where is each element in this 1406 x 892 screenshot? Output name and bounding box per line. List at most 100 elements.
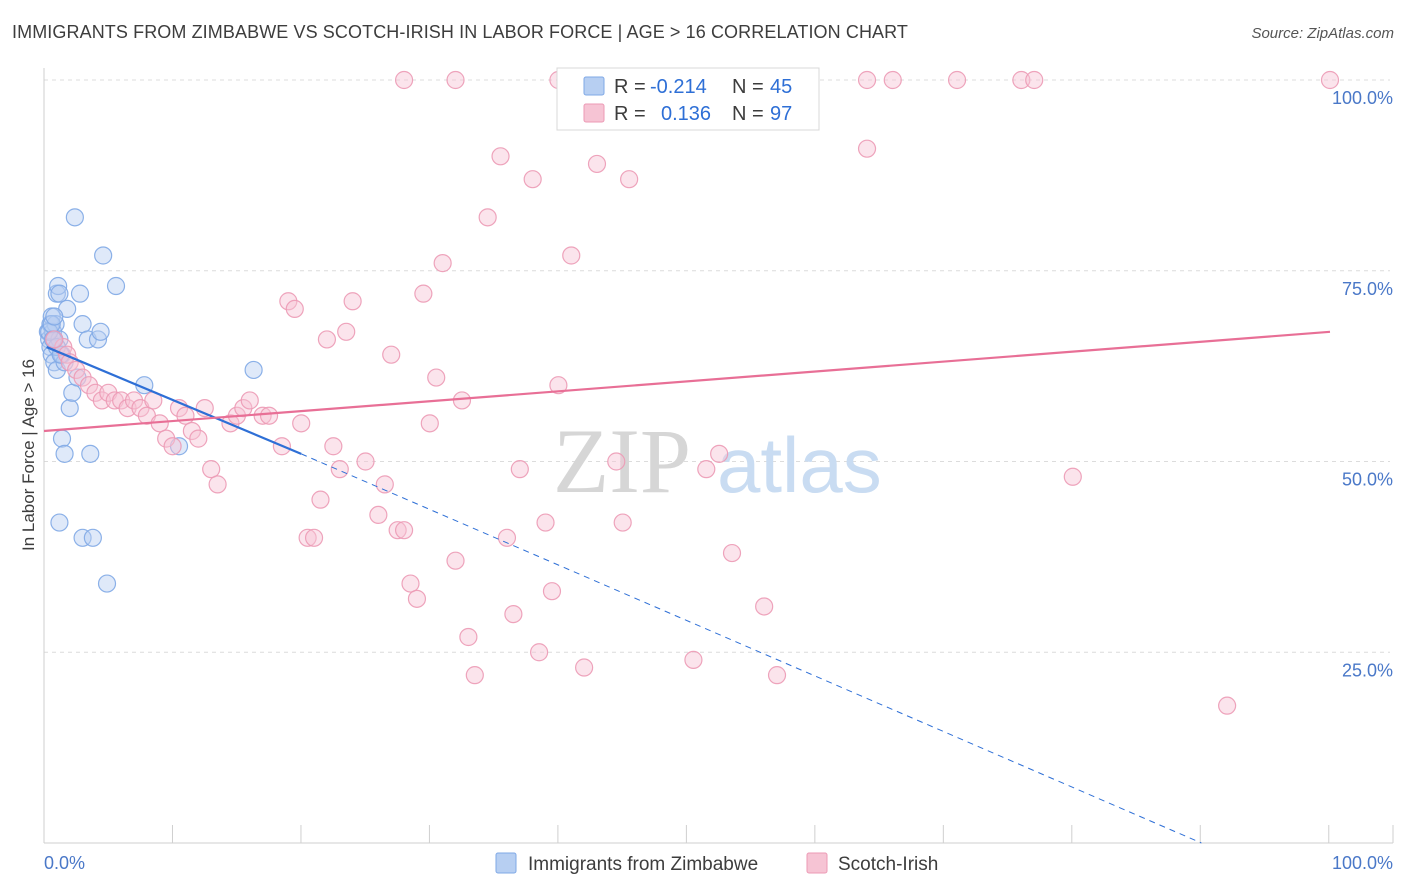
point-scotch-irish <box>414 284 433 303</box>
point-scotch-irish <box>189 429 208 448</box>
point-zimbabwe <box>55 444 74 463</box>
point-scotch-irish <box>549 376 568 395</box>
point-scotch-irish <box>575 658 594 677</box>
data-points <box>38 70 1340 715</box>
trendline-zimbabwe <box>46 346 302 455</box>
trendline-zimbabwe-extension <box>301 453 1202 844</box>
point-scotch-irish <box>112 391 131 410</box>
point-scotch-irish <box>562 246 581 265</box>
tick-labels: 25.0% 50.0% 75.0% 100.0% 0.0% 100.0% <box>44 88 1393 873</box>
point-scotch-irish <box>259 406 279 425</box>
gridlines <box>44 79 1390 653</box>
point-scotch-irish <box>1063 467 1082 486</box>
point-scotch-irish <box>388 521 407 540</box>
point-scotch-irish <box>607 452 626 471</box>
point-scotch-irish <box>542 582 562 601</box>
stats-n-label: N = <box>732 103 764 125</box>
point-zimbabwe <box>94 246 113 265</box>
point-zimbabwe <box>45 307 64 326</box>
legend-label-scotch-irish: Scotch-Irish <box>838 854 938 875</box>
x-tick-label: 100.0% <box>1332 853 1393 873</box>
stats-r-label: R = <box>614 76 646 98</box>
point-scotch-irish <box>478 208 497 227</box>
axes <box>43 68 1394 844</box>
point-zimbabwe <box>60 398 79 418</box>
point-scotch-irish <box>947 70 967 90</box>
legend: Immigrants from Zimbabwe Scotch-Irish <box>495 852 938 875</box>
point-scotch-irish <box>279 292 298 311</box>
point-scotch-irish <box>755 597 774 616</box>
point-scotch-irish <box>684 650 703 669</box>
point-scotch-irish <box>369 505 388 525</box>
y-tick-label: 100.0% <box>1332 88 1393 108</box>
legend-label-zimbabwe: Immigrants from Zimbabwe <box>528 854 758 875</box>
point-scotch-irish <box>285 299 304 318</box>
point-zimbabwe <box>65 208 84 227</box>
point-scotch-irish <box>407 589 427 608</box>
chart-title: IMMIGRANTS FROM ZIMBABWE VS SCOTCH-IRISH… <box>12 22 909 42</box>
point-scotch-irish <box>883 70 902 90</box>
y-tick-label: 50.0% <box>1342 470 1393 490</box>
point-scotch-irish <box>118 398 137 418</box>
point-scotch-irish <box>497 528 517 547</box>
trend-lines <box>43 330 1331 844</box>
legend-swatch-zimbabwe <box>495 852 517 874</box>
y-tick-label: 75.0% <box>1342 279 1393 299</box>
point-scotch-irish <box>1218 696 1237 715</box>
point-zimbabwe <box>52 429 72 448</box>
point-scotch-irish <box>67 360 86 380</box>
point-scotch-irish <box>124 391 144 410</box>
point-scotch-irish <box>587 154 607 174</box>
point-zimbabwe <box>63 383 82 402</box>
point-scotch-irish <box>182 421 201 441</box>
point-scotch-irish <box>1025 70 1044 90</box>
point-scotch-irish <box>433 254 452 273</box>
point-scotch-irish <box>356 452 375 471</box>
point-scotch-irish <box>697 460 716 479</box>
y-tick-label: 25.0% <box>1342 660 1393 680</box>
point-scotch-irish <box>523 170 542 189</box>
point-zimbabwe <box>244 360 263 380</box>
y-axis-title: In Labor Force | Age > 16 <box>19 359 38 551</box>
point-scotch-irish <box>510 460 529 479</box>
stats-box: R = -0.214 N = 45 R = 0.136 N = 97 <box>556 67 820 131</box>
point-scotch-irish <box>857 70 877 90</box>
point-scotch-irish <box>337 322 356 341</box>
point-scotch-irish <box>86 383 105 402</box>
point-scotch-irish <box>176 406 195 425</box>
point-scotch-irish <box>452 391 472 410</box>
point-scotch-irish <box>465 666 484 685</box>
point-zimbabwe <box>91 322 110 341</box>
point-scotch-irish <box>382 345 401 364</box>
legend-swatch-scotch-irish <box>806 852 828 874</box>
point-scotch-irish <box>857 139 877 158</box>
stats-n-label: N = <box>732 76 764 98</box>
point-scotch-irish <box>394 70 414 90</box>
point-scotch-irish <box>240 391 259 410</box>
point-scotch-irish <box>298 528 317 547</box>
point-scotch-irish <box>73 368 92 387</box>
point-scotch-irish <box>767 666 787 685</box>
point-scotch-irish <box>157 429 176 448</box>
point-zimbabwe <box>97 574 117 593</box>
point-scotch-irish <box>202 460 221 479</box>
point-zimbabwe <box>73 315 92 334</box>
point-scotch-irish <box>710 444 729 463</box>
point-scotch-irish <box>446 551 465 570</box>
point-scotch-irish <box>92 391 111 410</box>
point-scotch-irish <box>504 604 523 624</box>
point-zimbabwe <box>83 528 102 547</box>
point-scotch-irish <box>45 330 64 349</box>
point-zimbabwe <box>49 276 68 296</box>
stats-r-value: -0.214 <box>650 76 707 98</box>
point-scotch-irish <box>324 437 343 456</box>
point-zimbabwe <box>46 315 65 334</box>
point-scotch-irish <box>394 521 414 540</box>
watermark-zip: ZIP <box>553 410 691 512</box>
stats-swatch-scotch-irish <box>583 103 605 123</box>
point-scotch-irish <box>401 574 420 593</box>
stats-r-value: 0.136 <box>661 103 711 125</box>
stats-n-value: 45 <box>770 76 792 98</box>
x-tick-label: 0.0% <box>44 853 85 873</box>
